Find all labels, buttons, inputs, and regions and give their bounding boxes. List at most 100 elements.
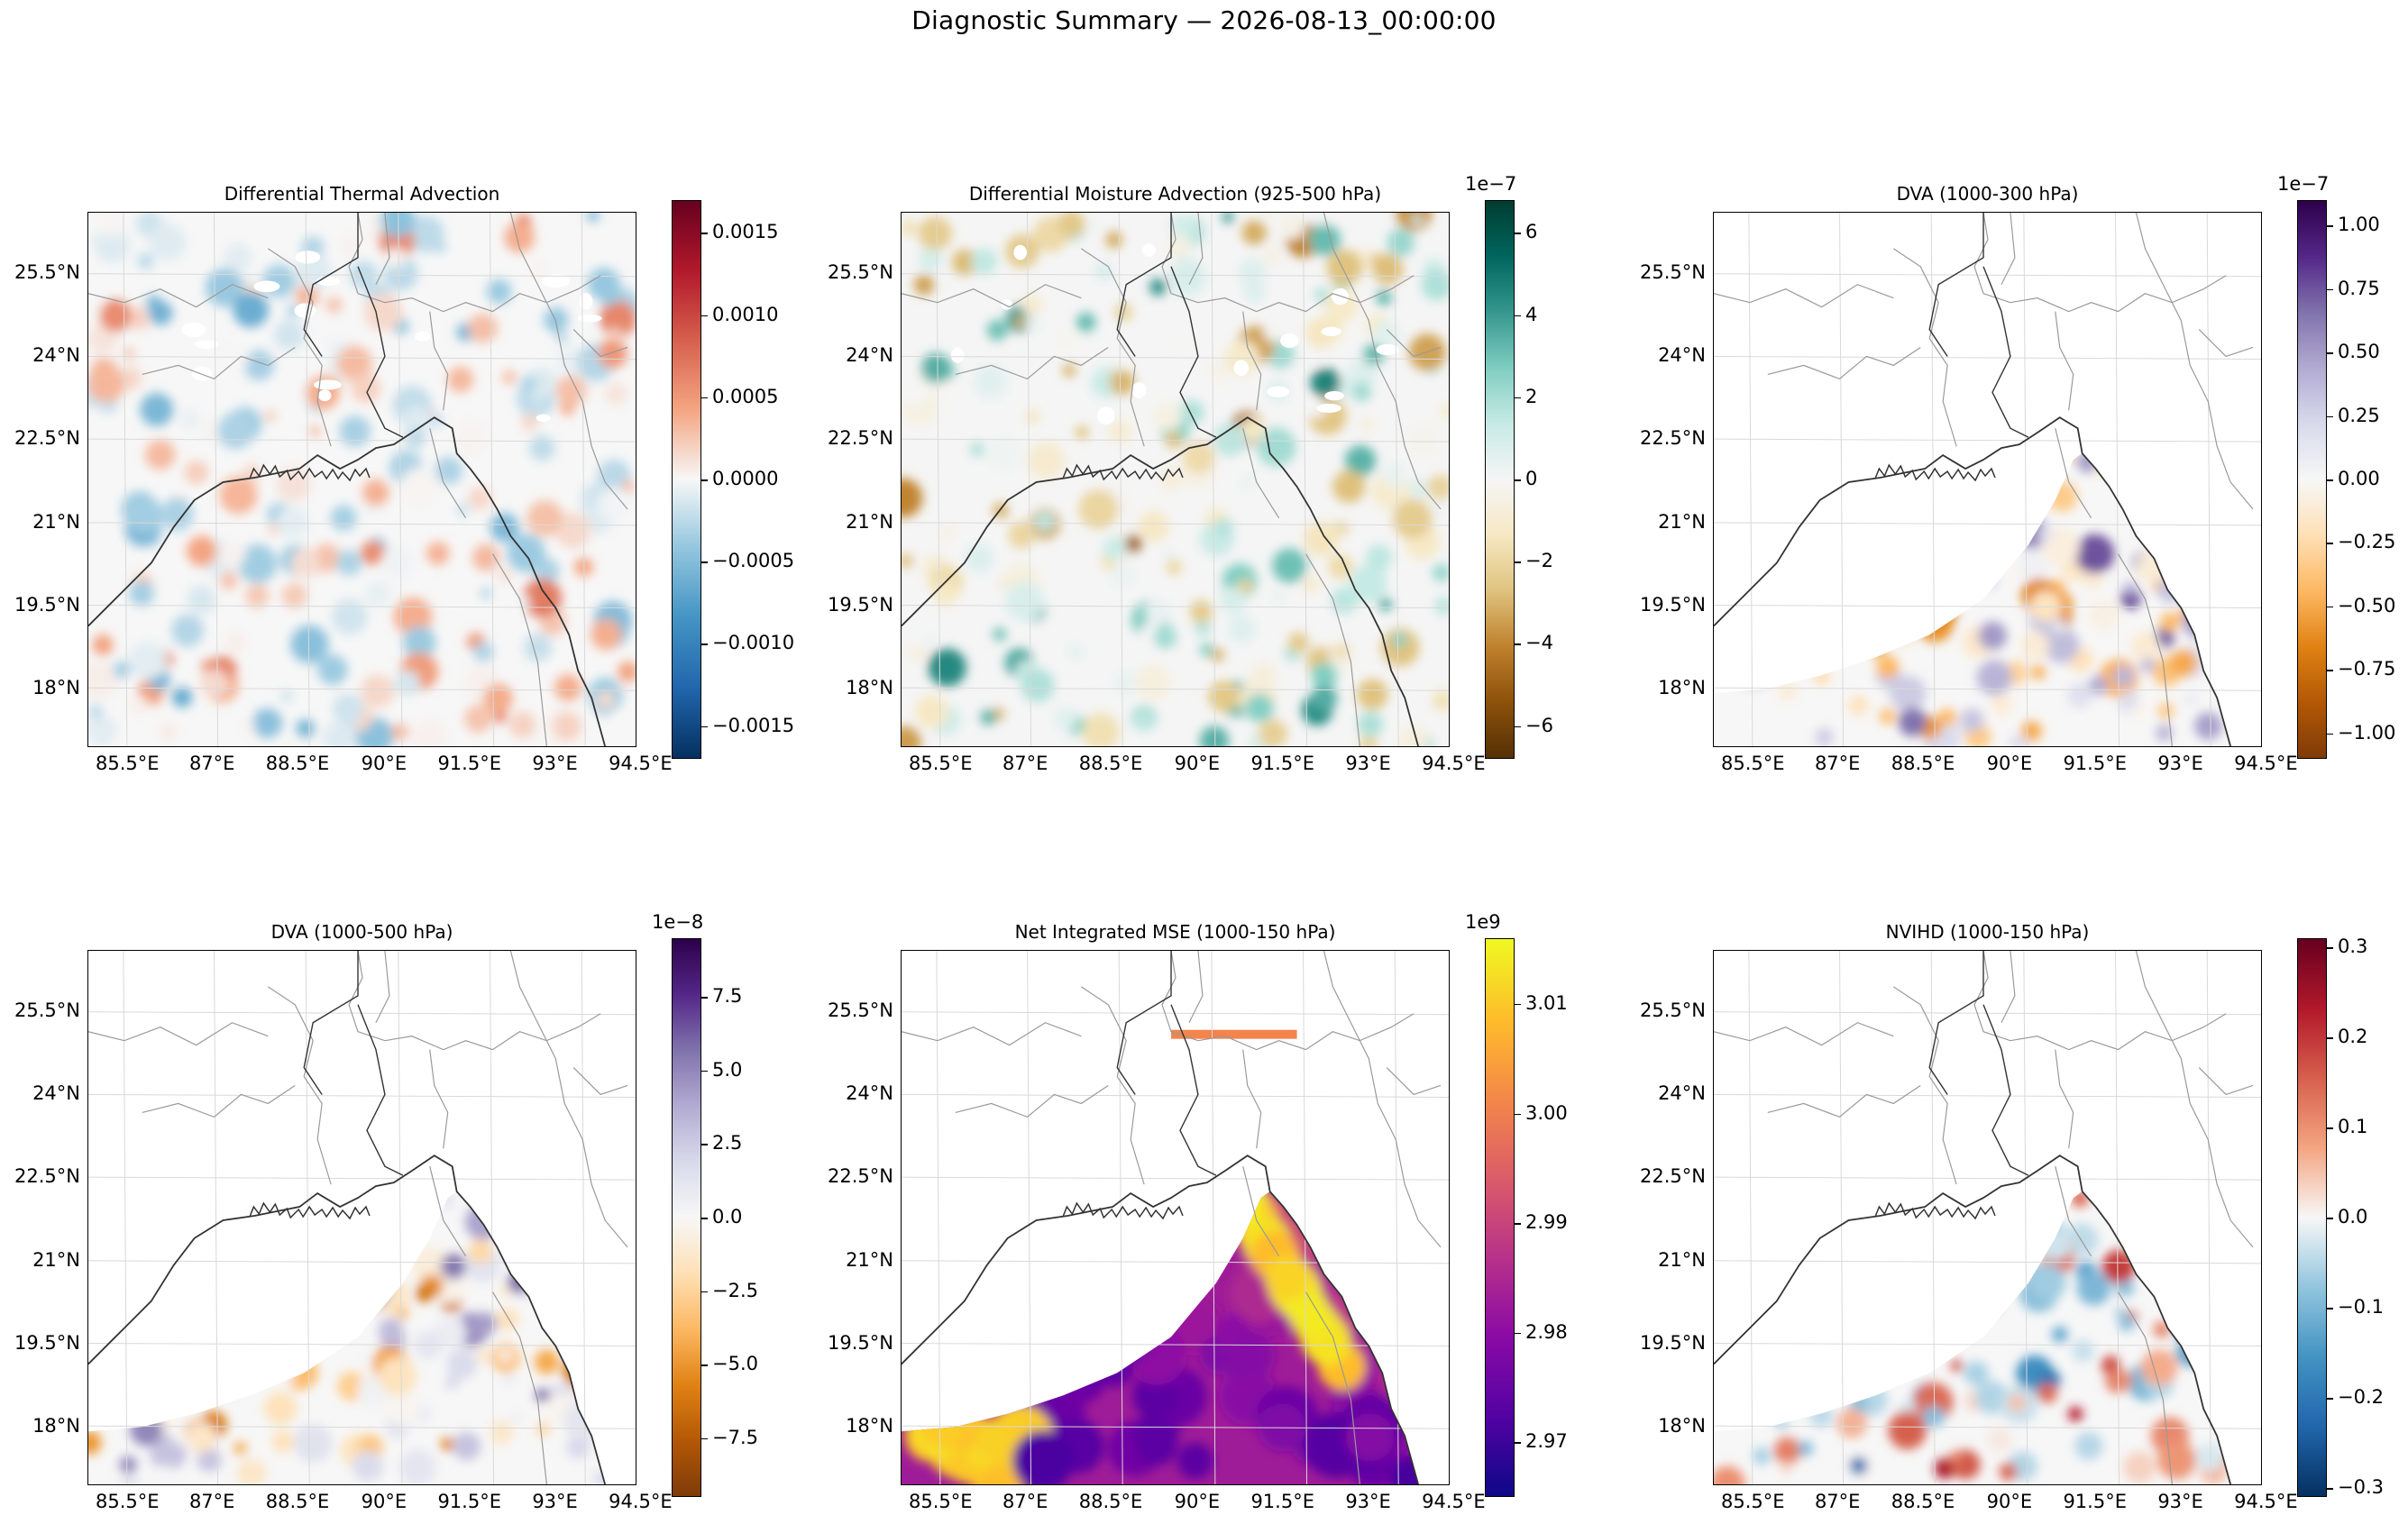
field-cell: [426, 542, 450, 565]
field-cell: [985, 434, 1024, 474]
field-cell: [1935, 1294, 1957, 1317]
field-cell: [1159, 468, 1183, 491]
field-cell: [139, 1327, 159, 1346]
field-cell: [411, 1247, 452, 1287]
lon-tick-label: 88.5°E: [1891, 1491, 1955, 1512]
field-cell: [2140, 658, 2156, 672]
field-cell: [933, 1281, 993, 1341]
country-border: [268, 248, 332, 447]
field-cell: [2037, 1383, 2057, 1404]
lat-tick-label: 22.5°N: [1640, 427, 1706, 449]
field-cell: [91, 1280, 124, 1313]
field-cell: [1005, 582, 1044, 621]
lat-tick-label: 24°N: [32, 1082, 80, 1104]
colorbar-tick: [2327, 1037, 2333, 1039]
field-cell: [1714, 1191, 1742, 1228]
field-cell: [2172, 477, 2192, 497]
field-cell: [961, 1191, 997, 1209]
field-cell: [1735, 1326, 1764, 1355]
colorbar-tick: [2327, 1398, 2333, 1400]
field-cell: [1344, 445, 1377, 477]
gridline: [902, 1260, 1449, 1264]
field-cell: [1962, 1228, 1996, 1263]
lon-tick-label: 85.5°E: [96, 1491, 160, 1512]
field-cell: [1959, 707, 1984, 733]
field-cell: [88, 716, 117, 746]
field-cell: [1932, 493, 1970, 531]
colorbar-tick: [1515, 397, 1521, 399]
field-cell: [997, 1283, 1049, 1336]
gridline: [123, 951, 128, 1484]
figure-title: Diagnostic Summary — 2026-08-13_00:00:00: [911, 5, 1497, 35]
field-cell: [1714, 1311, 1730, 1328]
panel-title: Differential Moisture Advection (925-500…: [968, 183, 1382, 205]
field-cell: [967, 1304, 1032, 1369]
missing-cell: [1142, 243, 1156, 257]
field-cell: [269, 1191, 286, 1198]
field-cell: [236, 1458, 267, 1484]
colorbar-tick: [701, 1364, 708, 1366]
colorbar-tick-label: 0.0000: [712, 468, 779, 489]
lon-tick-label: 94.5°E: [609, 753, 673, 774]
field-cell: [1945, 1319, 1963, 1337]
field-cell: [1331, 587, 1358, 615]
field-cell: [556, 1249, 588, 1281]
field-cell: [397, 1307, 409, 1319]
gridline: [902, 1093, 1449, 1098]
colorbar-tick: [2327, 1308, 2333, 1310]
field-cell: [604, 382, 628, 406]
field-cell: [517, 1200, 554, 1237]
field-cell: [1272, 589, 1286, 603]
missing-cell: [415, 331, 431, 342]
field-cell: [1799, 1156, 1834, 1191]
field-cell: [1763, 1320, 1795, 1352]
field-cell: [2185, 519, 2202, 534]
lon-tick-label: 90°E: [1986, 753, 2033, 774]
field-cell: [473, 642, 494, 662]
country-border: [509, 213, 628, 510]
field-cell: [1195, 619, 1212, 636]
map-axes: [901, 212, 1450, 747]
field-cell: [264, 1287, 303, 1326]
field-cell: [412, 719, 448, 746]
field-cell: [1793, 553, 1834, 593]
field-cell: [184, 460, 209, 485]
field-cell: [2130, 631, 2161, 662]
country-border: [2135, 213, 2254, 510]
gridline: [88, 438, 636, 443]
field-cell: [1375, 1220, 1412, 1257]
gridline: [88, 355, 636, 360]
field-cell: [1240, 474, 1257, 491]
colorbar-tick-label: 0.0010: [712, 303, 779, 325]
gridline: [214, 951, 219, 1484]
lat-tick-label: 21°N: [846, 1249, 893, 1271]
field-cell: [333, 693, 364, 725]
gridline: [1211, 951, 1216, 1484]
field-cell: [2064, 453, 2075, 461]
country-border: [429, 1166, 467, 1257]
colorbar-tick-label: 0.25: [2338, 404, 2380, 426]
colorbar-tick: [1515, 479, 1521, 481]
field-cell: [434, 1316, 467, 1349]
field-cell: [1307, 349, 1326, 367]
country-border: [572, 329, 628, 358]
lon-tick-label: 87°E: [1002, 1491, 1048, 1512]
field-cell: [88, 705, 103, 719]
field-cell: [534, 1191, 557, 1207]
colorbar-tick: [701, 561, 708, 563]
colorbar-tick-label: 5.0: [712, 1058, 743, 1081]
field-cell: [1816, 492, 1845, 521]
field-cell: [167, 1273, 198, 1305]
field-cell: [526, 500, 563, 537]
coastline: [1714, 416, 2231, 746]
field-cell: [149, 1153, 186, 1190]
field-cell: [1349, 564, 1387, 603]
country-border: [1188, 951, 1204, 1023]
colorbar-tick: [1515, 643, 1521, 645]
field-cell: [1136, 1425, 1177, 1466]
field-cell: [1094, 1297, 1128, 1330]
missing-cell: [1233, 360, 1250, 376]
field-cell: [1714, 643, 1726, 659]
field-cell: [1065, 1247, 1123, 1307]
field-cell: [1161, 547, 1176, 561]
